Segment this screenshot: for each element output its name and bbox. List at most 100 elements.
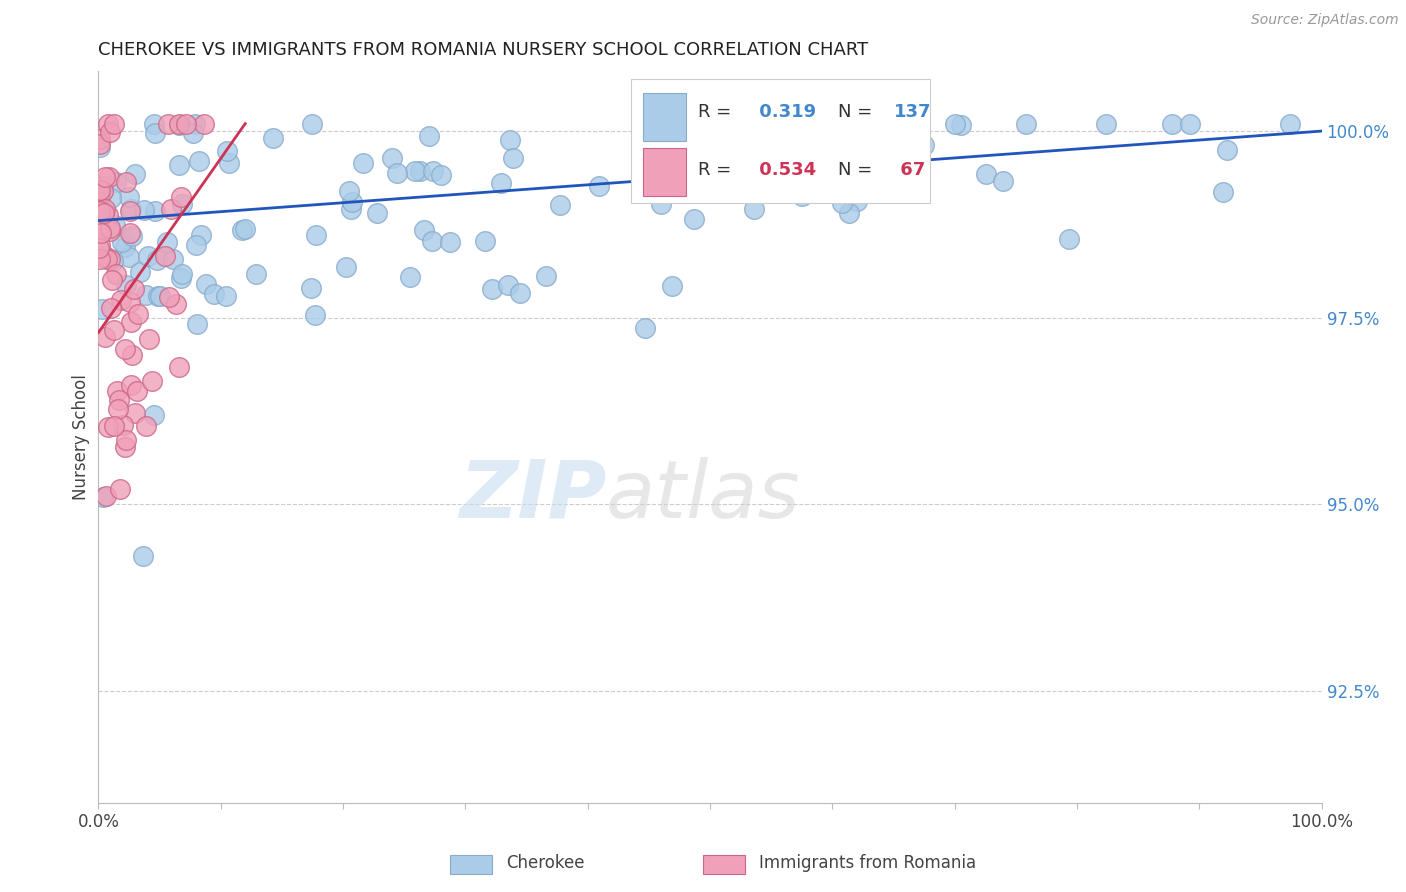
- Point: [143, 117, 166, 131]
- Text: N =: N =: [838, 161, 879, 179]
- Point: [682, 212, 704, 227]
- Point: [89, 136, 111, 151]
- Point: [167, 359, 190, 374]
- Point: [115, 433, 138, 447]
- Point: [352, 156, 374, 170]
- Point: [127, 307, 149, 321]
- Point: [650, 196, 672, 211]
- Point: [502, 151, 524, 165]
- Point: [98, 252, 121, 267]
- Point: [1216, 144, 1239, 158]
- Y-axis label: Nursery School: Nursery School: [72, 374, 90, 500]
- Point: [845, 194, 868, 208]
- Point: [907, 117, 929, 131]
- Point: [404, 163, 426, 178]
- Point: [149, 289, 172, 303]
- Point: [105, 268, 128, 282]
- Point: [1161, 117, 1184, 131]
- Point: [93, 169, 115, 184]
- Point: [111, 235, 134, 249]
- Point: [145, 126, 167, 140]
- Point: [301, 117, 323, 131]
- Point: [143, 408, 166, 422]
- Point: [1094, 117, 1116, 131]
- Point: [110, 293, 132, 307]
- Point: [724, 117, 747, 131]
- Text: 67: 67: [894, 161, 925, 179]
- Point: [105, 175, 128, 189]
- Point: [896, 147, 918, 161]
- Point: [96, 419, 118, 434]
- Point: [190, 227, 212, 242]
- Text: CHEROKEE VS IMMIGRANTS FROM ROMANIA NURSERY SCHOOL CORRELATION CHART: CHEROKEE VS IMMIGRANTS FROM ROMANIA NURS…: [98, 41, 869, 59]
- Point: [105, 384, 128, 398]
- Point: [118, 226, 141, 240]
- Point: [120, 314, 142, 328]
- Point: [97, 117, 120, 131]
- Point: [536, 269, 558, 284]
- Point: [91, 302, 114, 317]
- Point: [184, 237, 207, 252]
- Point: [94, 249, 117, 263]
- Point: [167, 158, 190, 172]
- Point: [949, 118, 972, 132]
- Point: [183, 127, 205, 141]
- Point: [108, 482, 131, 496]
- Text: 0.534: 0.534: [752, 161, 815, 179]
- Point: [176, 117, 198, 131]
- Point: [103, 419, 125, 434]
- Point: [733, 168, 755, 182]
- Point: [474, 234, 496, 248]
- Point: [122, 282, 145, 296]
- Point: [409, 164, 432, 178]
- Point: [121, 229, 143, 244]
- Point: [124, 406, 146, 420]
- Text: 137: 137: [894, 103, 931, 120]
- Point: [118, 190, 141, 204]
- Point: [94, 202, 117, 217]
- Point: [742, 202, 765, 217]
- Point: [385, 166, 408, 180]
- Point: [305, 227, 328, 242]
- FancyBboxPatch shape: [643, 94, 686, 141]
- Point: [912, 137, 935, 152]
- Point: [588, 179, 610, 194]
- Point: [509, 285, 531, 300]
- Point: [91, 490, 114, 504]
- Point: [218, 156, 240, 170]
- Point: [87, 241, 110, 255]
- Point: [943, 117, 966, 131]
- Point: [337, 184, 360, 198]
- Point: [184, 117, 207, 131]
- Text: N =: N =: [838, 103, 879, 120]
- Point: [160, 202, 183, 217]
- Point: [103, 323, 125, 337]
- Point: [87, 223, 110, 237]
- Point: [156, 117, 179, 131]
- Point: [104, 218, 127, 232]
- Point: [115, 175, 138, 189]
- Point: [100, 191, 122, 205]
- Point: [138, 332, 160, 346]
- Point: [97, 209, 120, 223]
- Point: [114, 441, 136, 455]
- Text: 0.319: 0.319: [752, 103, 815, 120]
- Point: [112, 417, 135, 432]
- Point: [145, 203, 167, 218]
- Point: [129, 264, 152, 278]
- Point: [98, 125, 121, 139]
- Point: [141, 374, 163, 388]
- Point: [304, 309, 326, 323]
- Point: [131, 549, 153, 564]
- Point: [136, 249, 159, 263]
- Point: [98, 169, 121, 184]
- Point: [262, 131, 284, 145]
- Point: [156, 235, 179, 250]
- Point: [91, 184, 114, 198]
- Point: [418, 128, 440, 143]
- Point: [162, 252, 184, 267]
- Point: [89, 203, 111, 218]
- Point: [169, 190, 191, 204]
- Point: [366, 206, 388, 220]
- Point: [1178, 117, 1201, 131]
